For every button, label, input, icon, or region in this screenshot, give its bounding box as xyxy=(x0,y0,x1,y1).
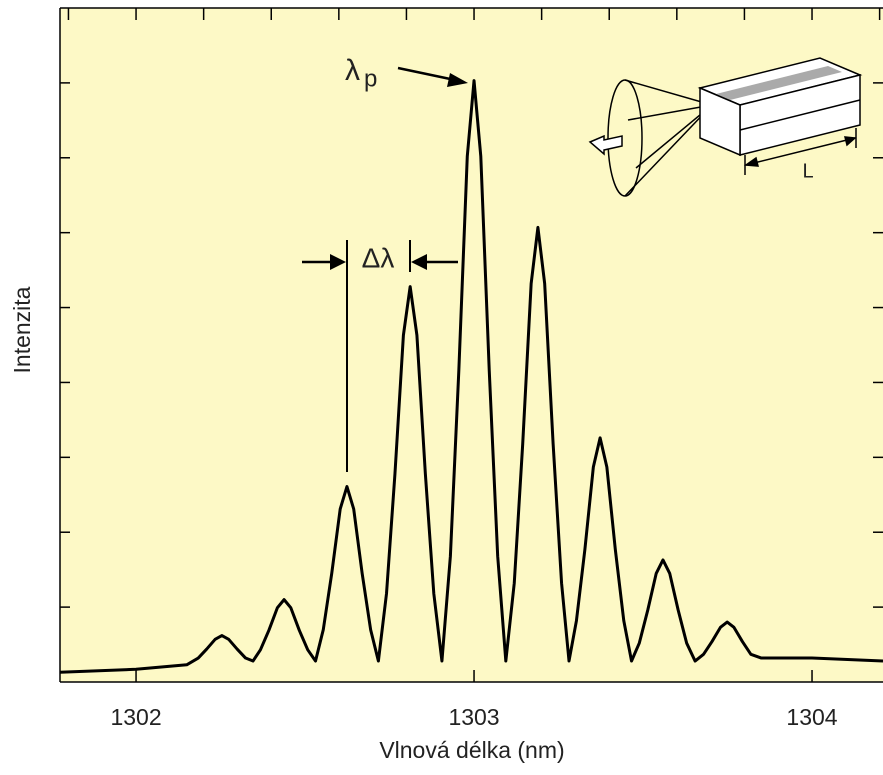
peak-symbol: λ xyxy=(345,54,360,87)
x-tick-label: 1304 xyxy=(786,704,837,730)
length-label: L xyxy=(802,160,813,182)
x-tick-label: 1302 xyxy=(110,704,161,730)
x-tick-label: 1303 xyxy=(448,704,499,730)
y-axis-label: Intenzita xyxy=(9,286,35,373)
laser-diagram xyxy=(588,57,863,197)
peak-subscript: p xyxy=(364,65,377,92)
marks xyxy=(59,8,883,682)
spectrum-line xyxy=(59,79,883,674)
spacing-label: Δλ xyxy=(362,242,395,273)
peak-arrow xyxy=(397,66,468,87)
x-axis-label: Vlnová délka (nm) xyxy=(379,737,564,763)
spacing-marker xyxy=(302,240,458,472)
